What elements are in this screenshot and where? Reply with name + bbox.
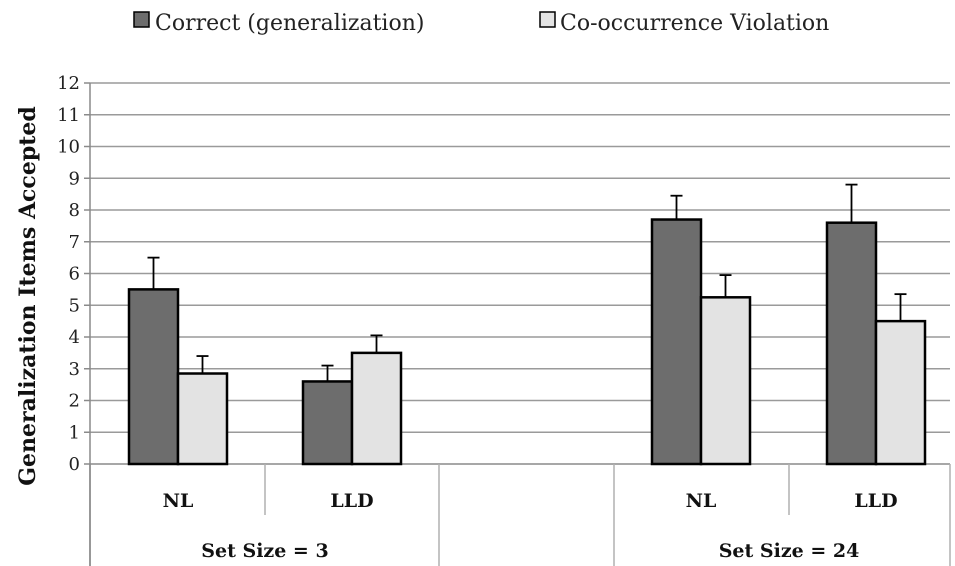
y-tick-label: 2 xyxy=(69,391,80,412)
y-tick-label: 9 xyxy=(69,168,80,189)
bar-correct xyxy=(650,218,703,466)
bar-violation xyxy=(699,296,752,466)
x-category-label: LLD xyxy=(854,490,897,512)
group-label-set-size-24: Set Size = 24 xyxy=(719,540,860,562)
legend-label-correct: Correct (generalization) xyxy=(155,11,424,36)
y-tick-label: 5 xyxy=(69,295,80,316)
y-tick-label: 8 xyxy=(69,200,80,221)
bar-correct xyxy=(301,380,354,466)
y-tick-label: 11 xyxy=(57,105,80,126)
y-tick-label: 7 xyxy=(69,232,80,253)
y-tick-label: 10 xyxy=(57,137,80,158)
bars xyxy=(127,218,927,466)
bar-violation xyxy=(350,351,403,466)
x-category-labels: NL LLD NL LLD xyxy=(163,490,898,512)
bar-violation xyxy=(176,372,229,466)
bar-correct xyxy=(825,221,878,466)
bar-correct xyxy=(127,288,180,466)
x-category-label: NL xyxy=(686,490,717,512)
group-label-set-size-3: Set Size = 3 xyxy=(201,540,328,562)
y-tick-label: 12 xyxy=(57,73,80,94)
y-tick-label: 4 xyxy=(69,327,80,348)
legend-label-violation: Co-occurrence Violation xyxy=(560,11,829,36)
legend-swatch-violation xyxy=(539,11,556,28)
x-category-label: LLD xyxy=(330,490,373,512)
x-category-label: NL xyxy=(163,490,194,512)
gridlines xyxy=(84,82,950,465)
error-bars xyxy=(147,183,907,382)
legend-swatch-correct xyxy=(133,11,150,28)
y-axis-title: Generalization Items Accepted xyxy=(15,106,41,486)
legend: Correct (generalization) Co-occurrence V… xyxy=(133,11,829,36)
y-tick-label: 6 xyxy=(69,264,80,285)
y-tick-label: 3 xyxy=(69,359,80,380)
bar-violation xyxy=(874,319,927,466)
y-tick-label: 0 xyxy=(69,454,80,475)
axes xyxy=(89,83,951,566)
y-tick-label: 1 xyxy=(69,422,80,443)
